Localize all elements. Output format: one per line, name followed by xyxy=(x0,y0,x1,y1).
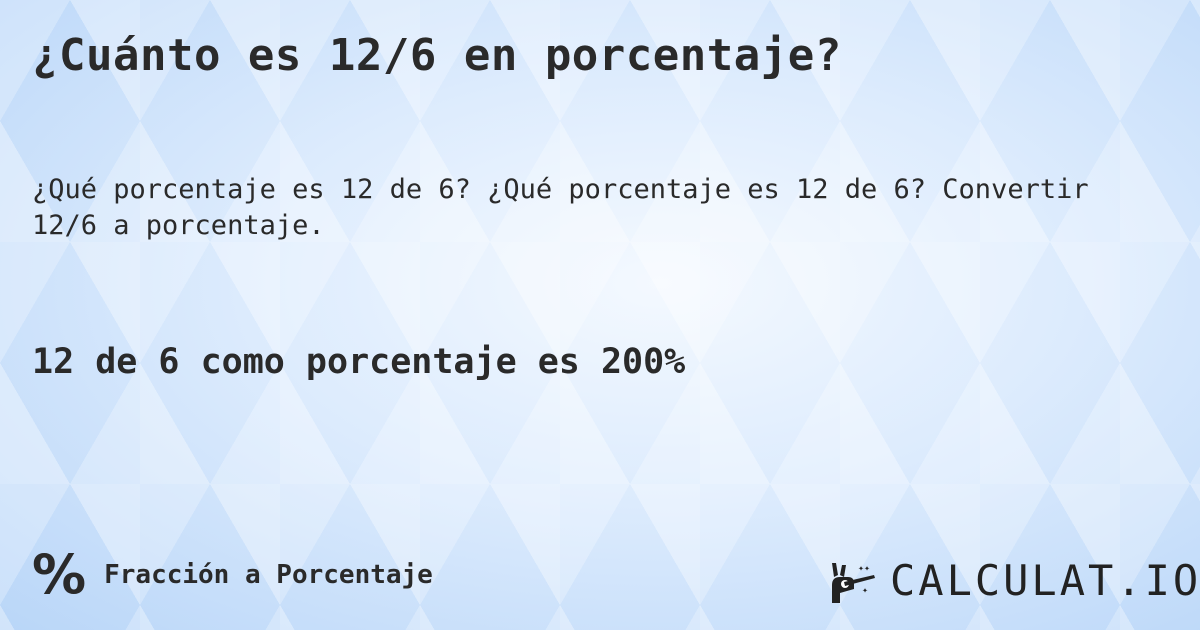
magic-hand-wand-icon: ✦✦ ✦ xyxy=(832,562,875,603)
svg-text:✦: ✦ xyxy=(862,585,868,596)
page-title: ¿Cuánto es 12/6 en porcentaje? xyxy=(32,30,842,81)
category-label: Fracción a Porcentaje xyxy=(104,560,433,590)
description: ¿Qué porcentaje es 12 de 6? ¿Qué porcent… xyxy=(32,174,1089,241)
calculat-io-logo[interactable]: ✦✦ ✦ CALCULAT.IO xyxy=(828,556,1200,605)
logo-text: CALCULAT.IO xyxy=(890,556,1200,605)
answer-text: 12 de 6 como porcentaje es 200% xyxy=(32,342,686,382)
svg-text:✦✦: ✦✦ xyxy=(858,563,870,574)
category-link[interactable]: % Fracción a Porcentaje xyxy=(32,548,433,602)
percent-icon: % xyxy=(32,543,87,606)
